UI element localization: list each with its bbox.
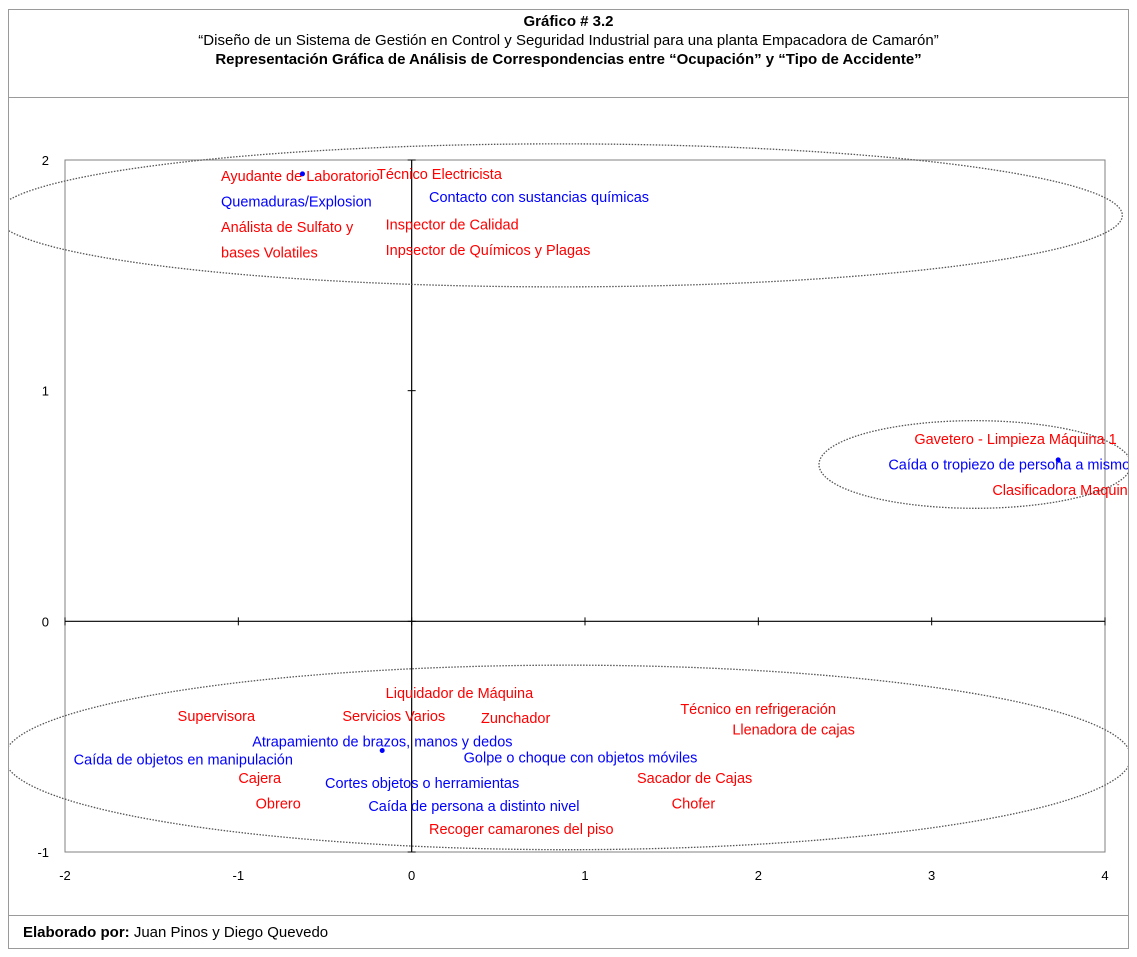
y-tick-label: 2 <box>42 153 49 168</box>
figure-frame: Gráfico # 3.2 “Diseño de un Sistema de G… <box>0 9 1137 949</box>
occupation-label: bases Volatiles <box>221 245 318 261</box>
accident-type-label: Golpe o choque con objetos móviles <box>464 750 698 766</box>
y-tick-label: 0 <box>42 614 49 629</box>
x-tick-label: 2 <box>755 868 762 883</box>
plot-area-frame <box>64 159 1106 853</box>
occupation-label: Inpsector de Químicos y Plagas <box>386 243 591 259</box>
accident-type-label: Atrapamiento de brazos, manos y dedos <box>252 734 512 750</box>
occupation-label: Llenadora de cajas <box>732 723 855 739</box>
cluster-ellipse <box>0 143 1123 288</box>
occupation-label: Cajera <box>238 771 282 787</box>
accident-type-label: Caída de persona a distinto nivel <box>368 799 579 815</box>
occupation-label: Clasificadora Maquina 1 <box>992 483 1128 499</box>
x-tick-label: -1 <box>233 868 245 883</box>
occupation-label: Chofer <box>672 797 716 813</box>
figure-header: Gráfico # 3.2 “Diseño de un Sistema de G… <box>9 10 1128 98</box>
footer-label: Elaborado por: <box>23 924 130 941</box>
x-tick-label: 0 <box>408 868 415 883</box>
data-point <box>299 171 305 177</box>
occupation-label: Obrero <box>256 797 301 813</box>
occupation-label: Técnico en refrigeración <box>680 702 836 718</box>
figure-footer: Elaborado por: Juan Pinos y Diego Queved… <box>23 924 328 941</box>
x-tick-label: 4 <box>1101 868 1108 883</box>
y-tick-label: -1 <box>37 845 49 860</box>
footer-authors: Juan Pinos y Diego Quevedo <box>133 924 329 941</box>
y-tick-label: 1 <box>42 384 49 399</box>
accident-type-label: Quemaduras/Explosion <box>221 195 372 211</box>
x-tick-label: 1 <box>581 868 588 883</box>
occupation-label: Técnico Electricista <box>377 167 503 183</box>
accident-type-label: Contacto con sustancias químicas <box>429 190 649 206</box>
figure-description: Representación Gráfica de Análisis de Co… <box>215 51 922 68</box>
occupation-label: Zunchador <box>481 711 550 727</box>
accident-type-label: Caída de objetos en manipulación <box>74 753 293 769</box>
figure-subtitle: “Diseño de un Sistema de Gestión en Cont… <box>198 32 939 49</box>
data-point <box>379 748 385 754</box>
x-tick-label: 3 <box>928 868 935 883</box>
occupation-label: Gavetero - Limpieza Máquina 1 <box>914 432 1116 448</box>
x-tick-label: -2 <box>59 868 71 883</box>
occupation-label: Ayudante de Laboratorio <box>221 169 380 185</box>
figure-title: Gráfico # 3.2 <box>523 13 614 30</box>
accident-type-label: Caída o tropiezo de persona a mismo nive… <box>888 457 1128 473</box>
occupation-label: Supervisora <box>178 709 256 725</box>
occupation-label: Sacador de Cajas <box>637 771 752 787</box>
occupation-label: Inspector de Calidad <box>386 218 519 234</box>
occupation-label: Análista de Sulfato y <box>221 220 354 236</box>
data-point <box>1055 457 1061 463</box>
occupation-label: Recoger camarones del piso <box>429 822 614 838</box>
occupation-label: Liquidador de Máquina <box>386 686 534 702</box>
chart-container: -2 -1 0 1 2 3 4 -1 0 1 2 Ayudante de Laboratorio Téc… <box>0 98 1137 916</box>
occupation-label: Servicios Varios <box>342 709 445 725</box>
accident-type-label: Cortes objetos o herramientas <box>325 776 519 792</box>
